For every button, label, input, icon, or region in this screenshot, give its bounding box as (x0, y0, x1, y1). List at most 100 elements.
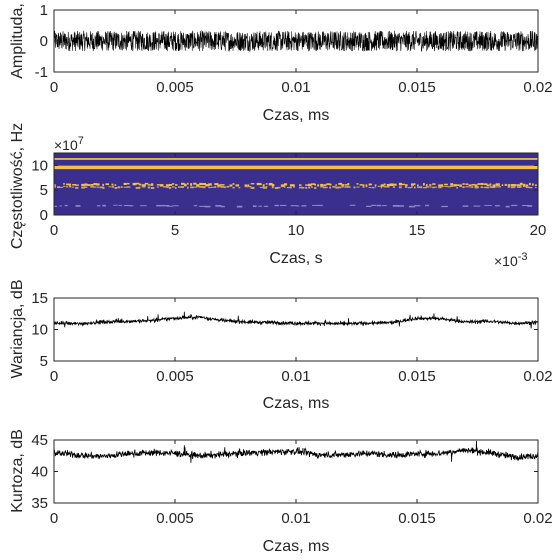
kurtosis-y-label: Kurtoza, dB (9, 429, 26, 513)
spectrogram-band-segment (308, 183, 312, 187)
spectrogram-band-segment (504, 183, 507, 186)
spectrogram-band-segment (156, 186, 160, 188)
spectrogram-band-segment (474, 186, 479, 189)
spectrogram-band-segment (138, 186, 141, 189)
spectrogram-band-segment (292, 186, 296, 188)
var-x-tick-label: 0.01 (281, 368, 310, 385)
spectrogram-band-segment (420, 186, 423, 189)
spectrogram-band-segment (64, 204, 68, 207)
spectrogram-band-segment (444, 183, 448, 186)
spec-y-tick-label: 10 (31, 157, 48, 174)
spectrogram-band-segment (305, 187, 308, 189)
spectrogram-x-multiplier: ×10-3 (494, 251, 528, 269)
spectrogram-band-segment (305, 184, 309, 186)
spectrogram-band-segment (456, 184, 460, 186)
spectrogram-band-segment (93, 183, 98, 186)
amplitude-x-label: Czas, ms (263, 107, 330, 124)
spectrogram-band-segment (138, 183, 142, 186)
spectrogram-bands (54, 158, 538, 208)
variance-x-ticks: 0 0.005 0.01 0.015 0.02 (50, 298, 553, 385)
spectrogram-band-segment (426, 186, 429, 188)
spectrogram-band-segment (347, 186, 351, 188)
kurtosis-panel: 0 0.005 0.01 0.015 0.02 35 40 45 Czas, ms Kurt… (9, 429, 553, 555)
spectrogram-band-segment (335, 186, 339, 189)
spectrogram-band-segment (441, 205, 448, 208)
spectrogram-band-segment (477, 183, 481, 185)
spectrogram-band-segment (199, 182, 203, 186)
spectrogram-band-segment (301, 205, 307, 207)
spectrogram-band-segment (299, 184, 302, 186)
spectrogram-band-segment (202, 183, 207, 186)
spectrogram-band-segment (359, 184, 363, 186)
spectrogram-band-segment (522, 183, 526, 187)
spectrogram-band-segment (377, 185, 381, 187)
spectrogram-band-segment (528, 182, 531, 186)
spectrogram-band-segment (392, 183, 397, 186)
spectrogram-band-segment (59, 205, 63, 207)
spectrogram-band-segment (320, 183, 324, 187)
spectrogram-band-segment (117, 186, 121, 189)
kurtosis-trace (54, 440, 538, 463)
spectrogram-band-segment (389, 183, 394, 187)
spectrogram-band-segment (132, 182, 137, 186)
spectrogram-band-segment (235, 184, 240, 187)
spectrogram-band-segment (465, 183, 469, 185)
kurt-x-tick-label: 0.02 (523, 510, 552, 527)
spectrogram-band-segment (534, 184, 537, 186)
spectrogram-band-segment (84, 183, 88, 186)
spectrogram-band-segment (289, 184, 295, 187)
spectrogram-band-segment (519, 182, 523, 186)
spectrogram-band-segment (286, 187, 291, 189)
spectrogram-band-segment (193, 186, 197, 188)
spectrogram-band-segment (356, 183, 359, 185)
spectrogram-band-segment (353, 186, 356, 189)
spectrogram-band-segment (441, 185, 444, 188)
spectrogram-band-segment (259, 186, 263, 188)
spectrogram-band-segment (362, 186, 365, 188)
spectrogram-band-segment (69, 183, 72, 186)
spectrogram-band-segment (444, 185, 448, 187)
spectrogram-band-segment (263, 205, 269, 207)
variance-plot-area (54, 298, 538, 361)
var-x-tick-label: 0 (50, 368, 58, 385)
amplitude-waveform-line (54, 29, 538, 52)
spectrogram-band-segment (450, 185, 454, 187)
spectrogram-band-segment (311, 183, 316, 185)
amplitude-panel: 0 0.005 0.01 0.015 0.02 -101 Czas, ms Amplit… (9, 2, 553, 124)
spectrogram-band-segment (495, 186, 500, 188)
kurt-x-tick-label: 0.01 (281, 510, 310, 527)
spectrogram-band-segment (382, 205, 387, 207)
spectrogram-band-segment (187, 182, 189, 185)
spectrogram-band-segment (105, 183, 109, 186)
spectrogram-band-segment (250, 186, 255, 189)
spectrogram-band-segment (54, 205, 57, 207)
spectrogram-band-segment (311, 186, 313, 188)
spectrogram-band-segment (75, 186, 79, 189)
spectrogram-band-segment (507, 186, 510, 188)
spectrogram-band-segment (534, 186, 537, 188)
spectrogram-band-segment (432, 186, 436, 189)
spectrogram-band-segment (317, 204, 323, 206)
spectrogram-band-segment (196, 185, 201, 188)
spectrogram-band-segment (356, 186, 360, 188)
spectrogram-band-segment (199, 205, 206, 207)
spectrogram-band-segment (187, 186, 189, 189)
spectrogram-band-segment (114, 184, 117, 186)
spectrogram-band-segment (519, 185, 522, 188)
kurt-x-tick-label: 0.015 (398, 510, 436, 527)
spectrogram-band-segment (217, 184, 221, 187)
spectrogram-band-segment (317, 184, 320, 187)
spectrogram-band-segment (516, 184, 521, 187)
spectrogram-band-segment (135, 186, 140, 189)
spectrogram-band-segment (505, 205, 510, 208)
kurt-y-tick-label: 40 (31, 464, 48, 481)
spectrogram-band-segment (75, 184, 79, 186)
spectrogram-band-segment (256, 182, 261, 186)
spec-y-tick-label: 0 (40, 207, 48, 224)
spectrogram-band-segment (392, 204, 399, 207)
spectrogram-band-segment (271, 183, 275, 187)
spectrogram-band-segment (244, 186, 248, 188)
spectrogram-band-segment (371, 204, 377, 206)
variance-panel: 0 0.005 0.01 0.015 0.02 5 10 15 Czas, ms Waria… (9, 280, 553, 413)
spectrogram-band-segment (247, 184, 250, 187)
